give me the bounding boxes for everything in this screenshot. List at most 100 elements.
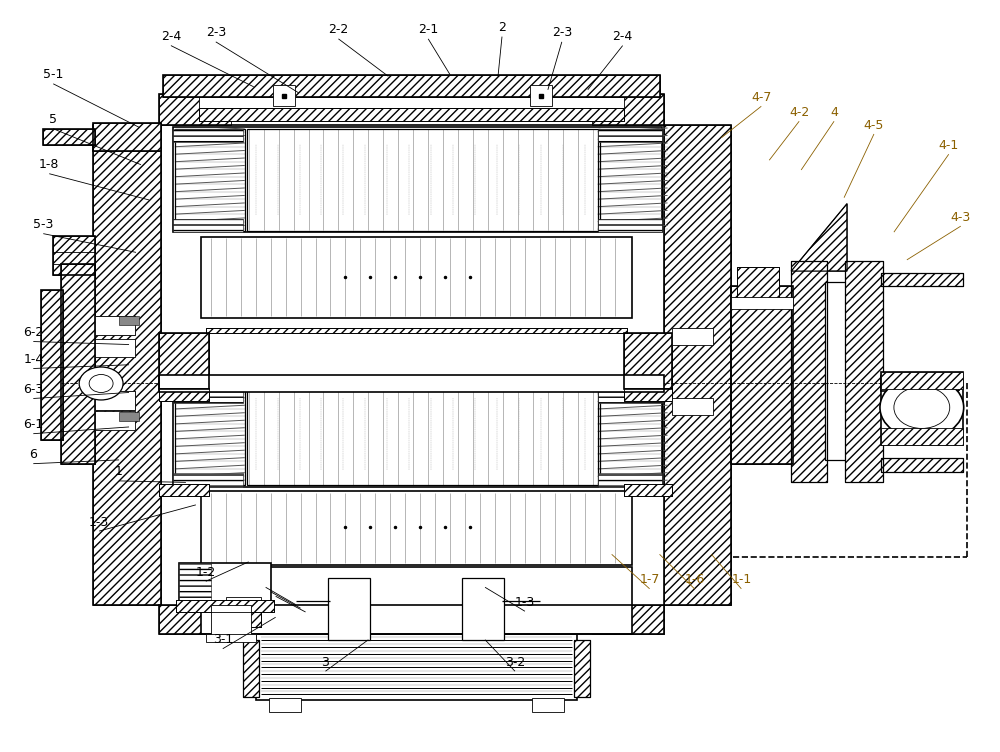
Bar <box>598 390 662 485</box>
Bar <box>206 328 627 332</box>
Bar <box>93 123 161 151</box>
Bar <box>881 376 951 391</box>
Bar <box>672 399 713 415</box>
Bar <box>624 484 672 496</box>
Polygon shape <box>791 204 847 271</box>
Bar <box>881 273 963 286</box>
Bar <box>95 411 135 430</box>
Bar <box>159 374 664 393</box>
Bar <box>175 390 245 485</box>
Text: 3: 3 <box>322 656 329 669</box>
Bar <box>247 390 600 485</box>
Bar <box>43 129 95 145</box>
Bar <box>173 388 662 487</box>
Bar <box>179 563 271 607</box>
Circle shape <box>79 367 123 400</box>
Text: 6: 6 <box>29 448 37 461</box>
Bar <box>881 459 963 472</box>
Bar <box>159 388 209 402</box>
Text: 1-4: 1-4 <box>23 353 43 366</box>
Text: 1-6: 1-6 <box>684 573 705 587</box>
Bar <box>598 474 662 487</box>
Bar <box>95 391 135 410</box>
Bar <box>598 219 662 232</box>
Text: 5-1: 5-1 <box>43 68 63 81</box>
Bar <box>664 125 731 605</box>
Circle shape <box>894 387 950 429</box>
Bar <box>199 108 624 121</box>
Bar <box>598 390 662 403</box>
Bar <box>175 129 245 231</box>
Bar <box>825 281 847 460</box>
Text: 2-1: 2-1 <box>418 23 438 36</box>
Bar <box>159 484 209 496</box>
Bar <box>201 567 632 635</box>
Text: 1-1: 1-1 <box>731 573 751 587</box>
Bar <box>574 641 590 696</box>
Text: 3-2: 3-2 <box>505 656 525 669</box>
Bar <box>206 635 256 642</box>
Bar <box>119 412 139 421</box>
Text: 4-3: 4-3 <box>951 211 971 223</box>
Bar <box>159 93 231 125</box>
Bar <box>159 605 231 635</box>
Text: 1-3: 1-3 <box>89 516 109 529</box>
Text: 6-2: 6-2 <box>23 326 43 339</box>
Text: 1-3: 1-3 <box>515 596 535 609</box>
Bar <box>328 578 370 640</box>
Bar <box>574 641 590 696</box>
Bar <box>199 108 624 121</box>
Text: 1-8: 1-8 <box>39 158 59 171</box>
Bar <box>845 261 883 482</box>
Bar <box>93 125 161 605</box>
Bar <box>624 388 672 402</box>
Bar <box>881 459 963 472</box>
Bar <box>530 85 552 106</box>
Bar <box>119 316 139 325</box>
Bar <box>247 129 600 231</box>
Text: 4-7: 4-7 <box>751 91 771 104</box>
Bar <box>269 698 301 711</box>
Bar <box>163 74 660 97</box>
Bar <box>624 388 672 402</box>
Bar <box>211 605 251 637</box>
Bar <box>624 332 672 390</box>
Bar <box>737 268 779 301</box>
Bar <box>881 429 963 445</box>
Text: 3-1: 3-1 <box>213 633 233 646</box>
Bar <box>159 388 209 402</box>
Bar <box>95 338 135 357</box>
Bar <box>43 129 95 145</box>
Bar <box>791 261 827 482</box>
Bar <box>201 237 632 317</box>
Bar <box>173 127 662 232</box>
Bar <box>664 125 731 605</box>
Text: 5-3: 5-3 <box>33 218 53 231</box>
Bar <box>731 296 793 308</box>
Bar <box>173 219 243 232</box>
Text: 6-1: 6-1 <box>23 418 43 431</box>
Bar <box>532 698 564 711</box>
Bar <box>273 85 295 106</box>
Bar <box>199 96 624 108</box>
Text: 1-7: 1-7 <box>639 573 660 587</box>
Text: 2-2: 2-2 <box>328 23 349 36</box>
Bar <box>53 236 95 274</box>
Bar <box>159 332 209 390</box>
Text: 1-2: 1-2 <box>196 566 216 579</box>
Bar <box>61 264 95 465</box>
Text: 2-3: 2-3 <box>206 26 226 39</box>
Bar <box>243 641 259 696</box>
Bar <box>624 484 672 496</box>
Bar <box>881 273 963 286</box>
Bar <box>159 484 209 496</box>
Bar <box>95 316 135 335</box>
Bar <box>93 125 161 605</box>
Bar <box>173 129 243 142</box>
Bar <box>163 74 660 97</box>
Bar <box>61 264 95 465</box>
Bar <box>95 391 135 410</box>
Bar <box>53 236 95 274</box>
Bar <box>41 290 63 440</box>
Bar <box>737 268 779 301</box>
